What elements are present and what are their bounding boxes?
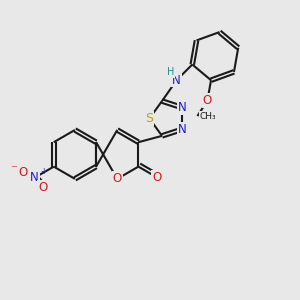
Text: +: + [40,167,46,176]
Text: N: N [178,123,187,136]
Text: N: N [178,101,187,114]
Text: ⁻: ⁻ [11,164,17,176]
Text: S: S [146,112,153,125]
Text: H: H [167,67,174,77]
Text: O: O [112,172,122,185]
Text: O: O [38,181,47,194]
Text: O: O [19,166,28,179]
Text: N: N [30,171,39,184]
Text: N: N [172,74,181,87]
Text: CH₃: CH₃ [200,112,216,121]
Text: O: O [203,94,212,107]
Text: O: O [152,171,162,184]
